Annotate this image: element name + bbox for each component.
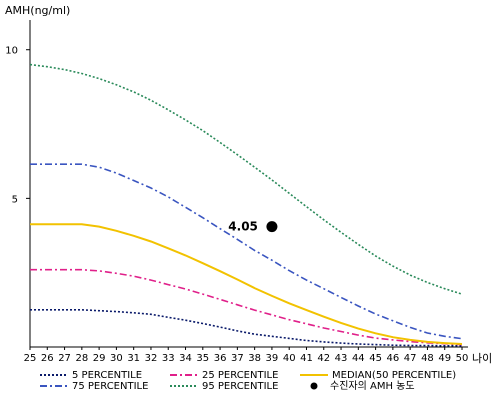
x-axis-title: 나이 [472,352,492,365]
x-tick-label: 25 [24,353,37,364]
legend: 5 PERCENTILE 25 PERCENTILE MEDIAN(50 PERCE… [40,370,456,392]
legend-label-2: MEDIAN(50 PERCENTILE) [332,370,456,381]
x-tick-label: 48 [421,353,434,364]
x-tick-label: 40 [283,353,296,364]
x-tick-label: 28 [75,353,88,364]
series-line-0 [30,309,462,347]
y-tick-label: 10 [5,46,18,57]
series-line-2 [30,268,463,346]
x-tick-label: 35 [196,353,209,364]
legend-label-1: 25 PERCENTILE [202,370,278,381]
patient-point-label: 4.05 [228,220,258,234]
x-tick-label: 45 [369,353,382,364]
x-tick-label: 27 [58,353,71,364]
patient-marker: 4.05 [228,220,278,234]
x-tick-label: 33 [162,353,175,364]
x-tick-label: 34 [179,353,192,364]
x-tick-label: 31 [127,353,140,364]
x-tick-label: 49 [438,353,451,364]
x-tick-label: 41 [300,353,313,364]
y-tick-label: 5 [12,194,18,205]
x-tick-label: 47 [404,353,417,364]
x-tick-label: 37 [231,353,244,364]
x-tick-label: 43 [335,353,348,364]
legend-label-3: 75 PERCENTILE [72,381,148,392]
series-lines [29,63,463,347]
x-tick-label: 29 [93,353,106,364]
patient-point [266,221,278,233]
legend-point-swatch [310,382,318,390]
legend-label-4: 95 PERCENTILE [202,381,278,392]
x-tick-label: 46 [387,353,400,364]
x-tick-label: 42 [317,353,330,364]
x-tick-label: 30 [110,353,123,364]
series-line-1 [30,163,463,340]
x-tick-label: 36 [214,353,227,364]
x-tick-label: 26 [41,353,54,364]
series-line-4 [30,223,463,345]
x-tick-label: 50 [456,353,469,364]
axes: 5 10 25 26 27 28 29 30 31 32 33 34 35 36 37 38 39 40 41 42 4… [5,20,492,365]
legend-point-label: 수진자의 AMH 농도 [330,380,415,392]
x-tick-label: 39 [266,353,279,364]
x-tick-label: 38 [248,353,261,364]
legend-label-0: 5 PERCENTILE [72,370,142,381]
x-tick-label: 44 [352,353,365,364]
x-tick-label: 32 [145,353,158,364]
y-axis-title: AMH(ng/ml) [5,4,70,17]
series-line-3 [29,63,463,295]
